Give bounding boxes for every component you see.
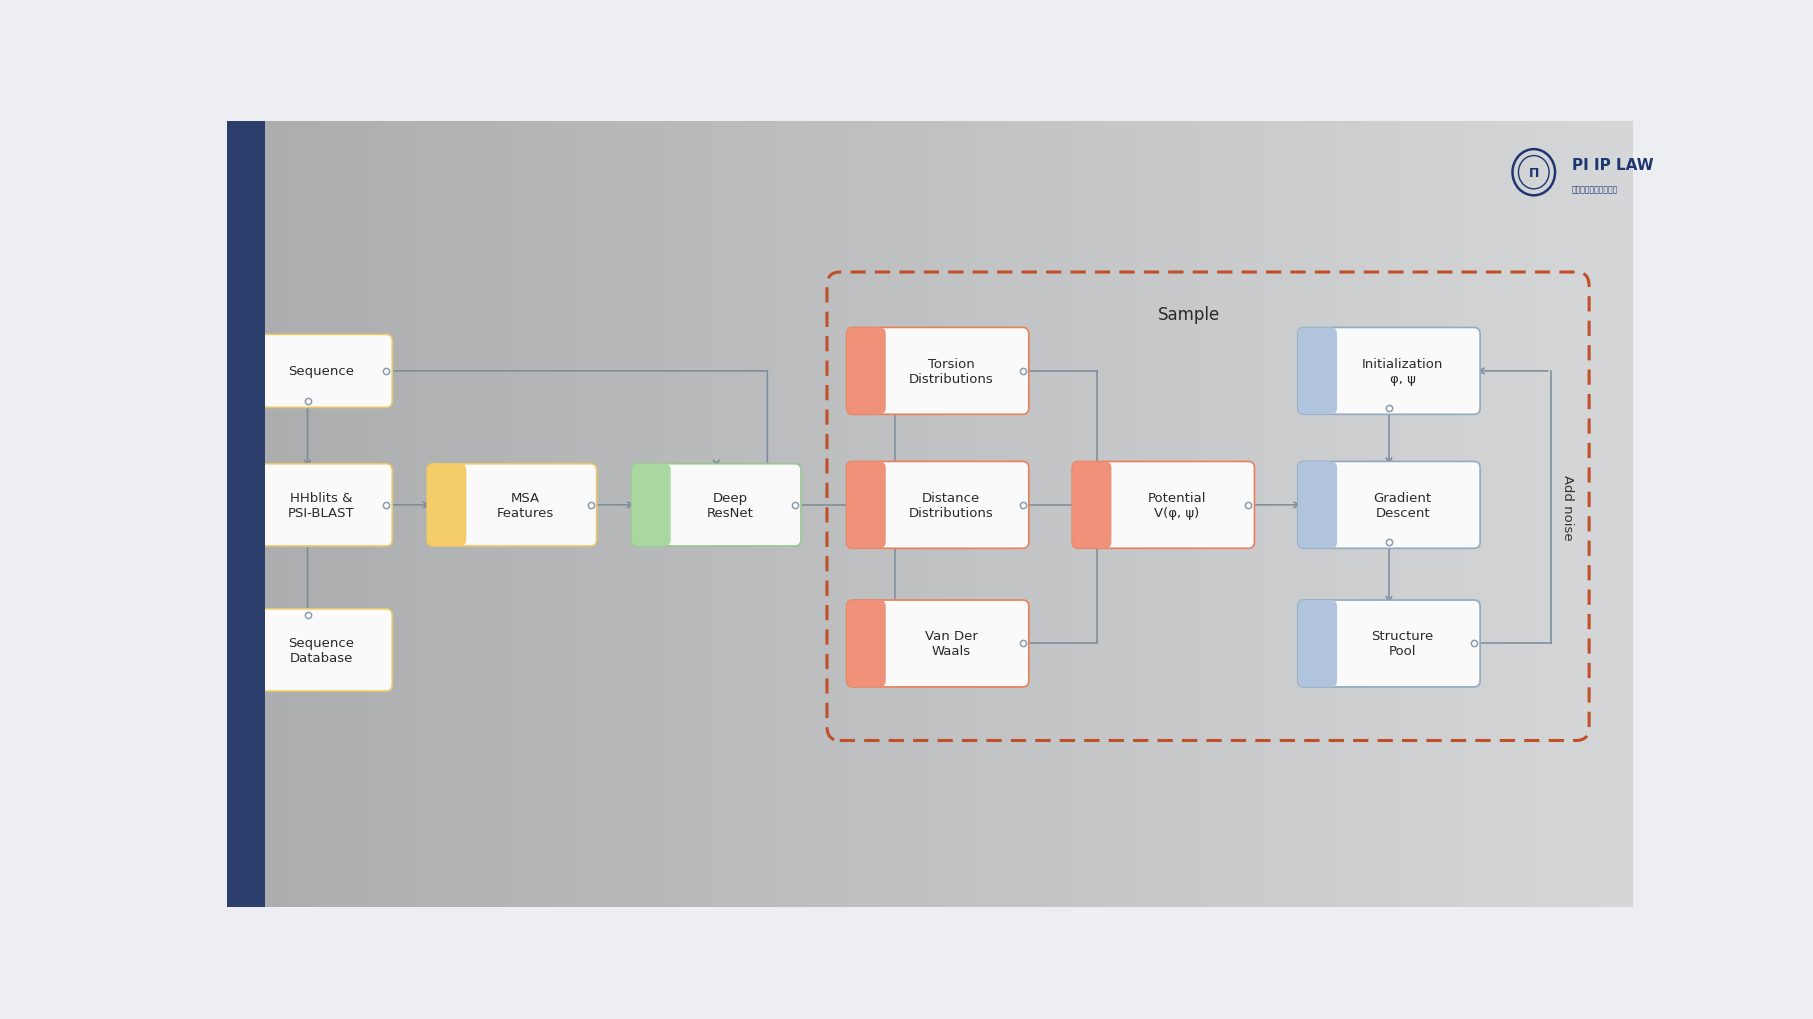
FancyBboxPatch shape: [847, 328, 1028, 415]
FancyBboxPatch shape: [1298, 462, 1479, 549]
FancyBboxPatch shape: [223, 609, 392, 691]
FancyBboxPatch shape: [847, 600, 887, 687]
FancyBboxPatch shape: [1298, 600, 1479, 687]
Text: Sequence
Database: Sequence Database: [288, 636, 354, 664]
Bar: [1091, 468, 1108, 543]
FancyBboxPatch shape: [1298, 328, 1479, 415]
FancyBboxPatch shape: [223, 465, 392, 546]
FancyBboxPatch shape: [223, 335, 261, 408]
FancyBboxPatch shape: [223, 335, 392, 408]
Bar: [243, 614, 257, 686]
Bar: [867, 333, 881, 410]
Bar: [867, 606, 881, 682]
FancyBboxPatch shape: [1071, 462, 1111, 549]
FancyBboxPatch shape: [847, 600, 1028, 687]
Bar: [867, 468, 881, 543]
Bar: [446, 470, 462, 541]
FancyBboxPatch shape: [631, 465, 671, 546]
Text: HHblits &
PSI-BLAST: HHblits & PSI-BLAST: [288, 491, 355, 520]
FancyBboxPatch shape: [428, 465, 596, 546]
FancyBboxPatch shape: [847, 462, 1028, 549]
Text: 파이아이피법률사무소: 파이아이피법률사무소: [1572, 185, 1619, 195]
Text: Gradient
Descent: Gradient Descent: [1374, 491, 1432, 520]
Text: Initialization
φ, ψ: Initialization φ, ψ: [1362, 358, 1443, 385]
Bar: [227, 122, 265, 907]
FancyBboxPatch shape: [631, 465, 801, 546]
FancyBboxPatch shape: [847, 328, 887, 415]
FancyBboxPatch shape: [847, 462, 887, 549]
FancyBboxPatch shape: [223, 609, 261, 691]
Text: Potential
V(φ, ψ): Potential V(φ, ψ): [1148, 491, 1206, 520]
FancyBboxPatch shape: [428, 465, 466, 546]
FancyBboxPatch shape: [1298, 600, 1336, 687]
FancyBboxPatch shape: [1298, 328, 1336, 415]
Text: MSA
Features: MSA Features: [497, 491, 555, 520]
FancyBboxPatch shape: [1071, 462, 1255, 549]
Text: Π: Π: [1528, 166, 1539, 179]
Text: Van Der
Waals: Van Der Waals: [925, 630, 977, 658]
Bar: [1318, 333, 1333, 410]
Text: Deep
ResNet: Deep ResNet: [707, 491, 754, 520]
Bar: [1318, 468, 1333, 543]
Text: Sequence: Sequence: [288, 365, 354, 378]
Text: Torsion
Distributions: Torsion Distributions: [908, 358, 994, 385]
Bar: [243, 470, 257, 541]
Bar: [651, 470, 667, 541]
Bar: [1318, 606, 1333, 682]
Text: Add noise: Add noise: [1561, 475, 1574, 540]
Text: PI IP LAW: PI IP LAW: [1572, 158, 1653, 173]
FancyBboxPatch shape: [223, 465, 261, 546]
Text: Sample: Sample: [1159, 306, 1220, 323]
Text: Distance
Distributions: Distance Distributions: [908, 491, 994, 520]
Bar: [243, 340, 257, 403]
Text: Structure
Pool: Structure Pool: [1371, 630, 1434, 658]
FancyBboxPatch shape: [1298, 462, 1336, 549]
